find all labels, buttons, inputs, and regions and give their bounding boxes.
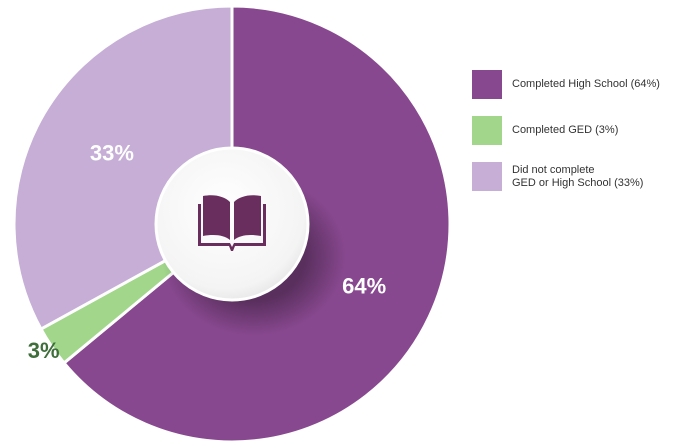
legend-swatch: [472, 162, 502, 191]
data-label-64: 64%: [342, 274, 386, 299]
legend-label: Completed High School (64%): [512, 78, 660, 90]
legend-label: Completed GED (3%): [512, 124, 619, 136]
pie-chart: 64% 3% 33%: [12, 4, 452, 444]
legend: Completed High School (64%) Completed GE…: [472, 70, 687, 208]
legend-item-high-school: Completed High School (64%): [472, 70, 687, 99]
data-label-3: 3%: [28, 338, 60, 363]
center-hub: [154, 146, 346, 336]
legend-swatch: [472, 116, 502, 145]
legend-item-did-not-complete: Did not complete GED or High School (33%…: [472, 162, 687, 191]
legend-label: Did not complete GED or High School (33%…: [512, 164, 644, 189]
hub-disc: [154, 146, 310, 302]
legend-swatch: [472, 70, 502, 99]
data-label-33: 33%: [90, 140, 134, 165]
open-book-icon: [198, 195, 266, 251]
legend-item-ged: Completed GED (3%): [472, 116, 687, 145]
